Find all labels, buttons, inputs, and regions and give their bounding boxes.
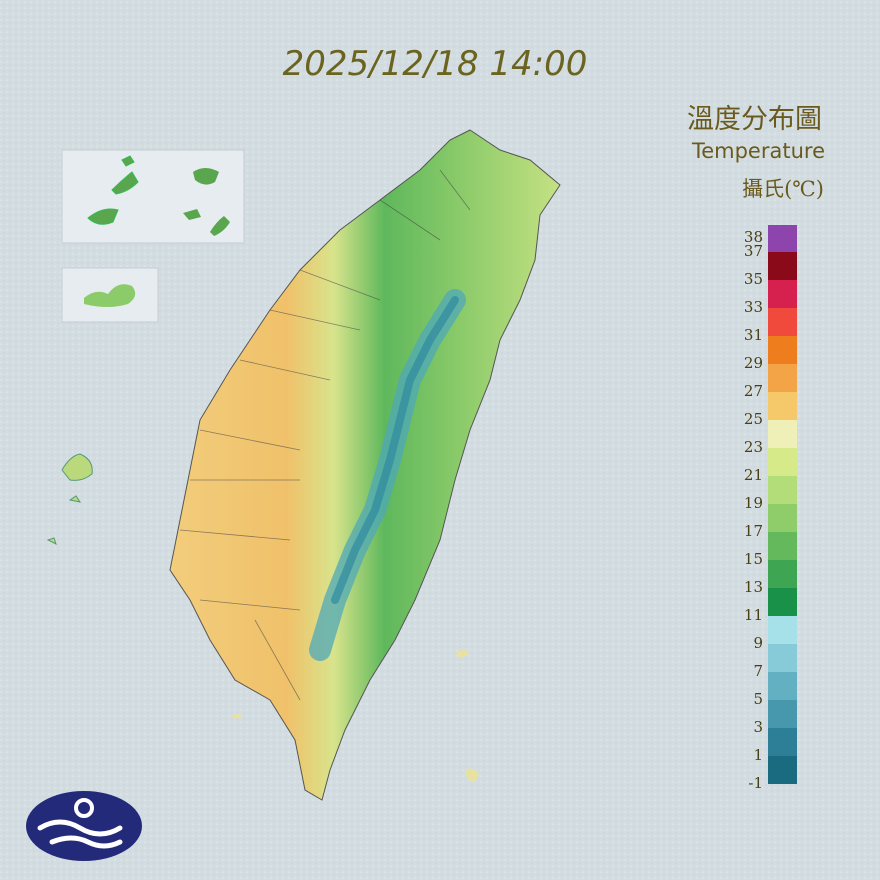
legend-title: 溫度分布圖	[687, 104, 822, 135]
legend-tick-label: 27	[744, 382, 763, 400]
mountain-ridge	[331, 296, 459, 604]
legend-band	[768, 644, 797, 672]
county-border	[179, 169, 471, 701]
legend-tick-label: 33	[744, 298, 763, 316]
legend-band	[768, 700, 797, 728]
island	[183, 168, 230, 236]
legend-tick-label: 19	[744, 494, 763, 512]
legend-band	[768, 504, 797, 532]
legend-band	[768, 616, 797, 644]
legend-tick-label: 37	[744, 242, 763, 260]
legend-tick-label: 13	[744, 578, 763, 596]
legend-unit: 攝氏(℃)	[742, 177, 824, 201]
legend-band	[768, 252, 797, 280]
legend-tick-label: 11	[744, 606, 763, 624]
legend-band	[768, 728, 797, 756]
legend-tick-label: -1	[748, 774, 763, 792]
legend-tick-label: 3	[753, 718, 763, 736]
taiwan	[169, 129, 561, 801]
island	[87, 155, 139, 225]
legend-band	[768, 364, 797, 392]
island	[46, 453, 93, 545]
legend-band	[768, 225, 797, 252]
legend-band	[768, 420, 797, 448]
legend-band	[768, 560, 797, 588]
logo	[26, 791, 142, 861]
island-insets	[46, 149, 479, 782]
legend-tick-label: 21	[744, 466, 763, 484]
legend-band	[768, 336, 797, 364]
legend-band	[768, 308, 797, 336]
legend-tick-label: 25	[744, 410, 763, 428]
island	[84, 284, 136, 307]
legend-subtitle: Temperature	[691, 139, 825, 163]
legend-tick-label: 7	[753, 662, 763, 680]
legend-tick-label: 9	[753, 634, 763, 652]
legend-tick-label: 38	[744, 228, 763, 246]
legend-band	[768, 756, 797, 784]
legend-tick-label: 31	[744, 326, 763, 344]
legend-band	[768, 476, 797, 504]
legend-band	[768, 672, 797, 700]
legend-band	[768, 588, 797, 616]
legend-tick-label: 35	[744, 270, 763, 288]
legend-tick-label: 23	[744, 438, 763, 456]
legend-band	[768, 280, 797, 308]
legend-tick-label: 15	[744, 550, 763, 568]
legend-tick-label: 5	[753, 690, 763, 708]
legend: 溫度分布圖 Temperature 攝氏(℃) 3837353331292725…	[687, 104, 825, 792]
legend-band	[768, 392, 797, 420]
legend-tick-label: 29	[744, 354, 763, 372]
legend-band	[768, 532, 797, 560]
legend-tick-label: 17	[744, 522, 763, 540]
legend-tick-label: 1	[753, 746, 763, 764]
timestamp: 2025/12/18 14:00	[283, 44, 588, 84]
legend-band	[768, 448, 797, 476]
